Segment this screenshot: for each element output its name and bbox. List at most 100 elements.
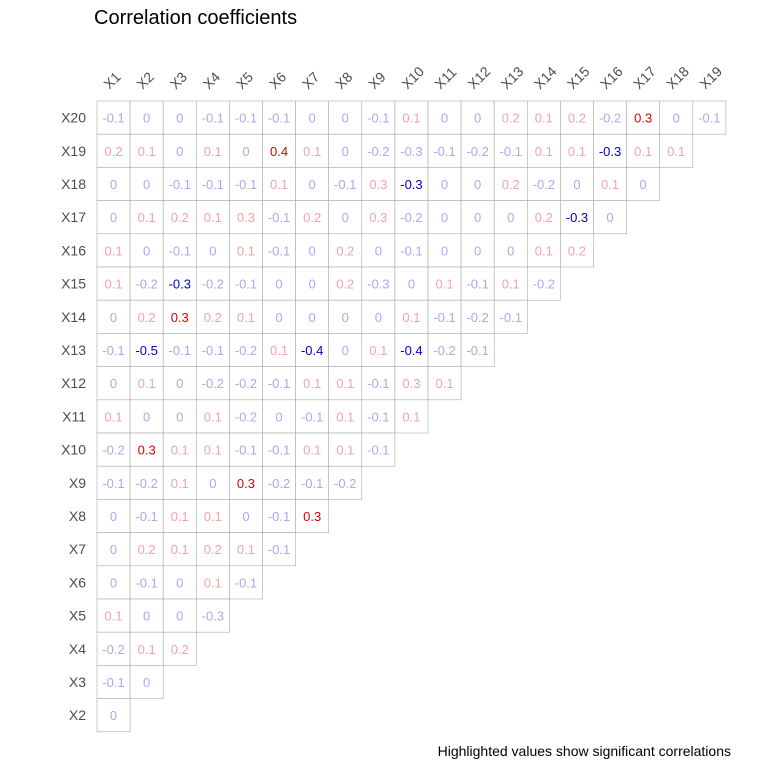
cell-box [295, 465, 330, 500]
cell-x17-x10: -0.2 [394, 200, 429, 235]
cell-x7-x2: 0.2 [129, 532, 164, 567]
value-label: 0 [441, 243, 448, 258]
cell-x18-x6: 0.1 [262, 167, 296, 201]
cell-box [96, 465, 131, 500]
value-label: 0 [573, 177, 580, 192]
cell-box [96, 200, 131, 235]
cell-x20-x11: 0 [427, 100, 462, 135]
value-label: 0 [507, 243, 514, 258]
cell-box [526, 200, 561, 235]
cell-box [394, 167, 429, 201]
value-label: 0 [209, 243, 216, 258]
value-label: 0 [209, 476, 216, 491]
value-label: -0.1 [235, 575, 257, 590]
cell-x10-x8: 0.1 [328, 432, 363, 467]
value-label: 0.2 [138, 310, 156, 325]
cell-box [460, 233, 495, 268]
cell-box [96, 133, 131, 168]
cell-x16-x9: 0 [361, 233, 396, 268]
cell-box [427, 266, 462, 301]
cell-x14-x12: -0.2 [460, 299, 495, 334]
cell-x18-x3: -0.1 [162, 167, 197, 201]
value-label: 0.1 [402, 409, 420, 424]
cell-x20-x5: -0.1 [229, 100, 263, 135]
cell-box [129, 200, 164, 235]
cell-x17-x16: 0 [593, 200, 627, 235]
value-label: 0.1 [303, 443, 321, 458]
cell-box [328, 133, 363, 168]
cell-x19-x9: -0.2 [361, 133, 396, 168]
cell-box [659, 133, 694, 168]
cell-x16-x10: -0.1 [394, 233, 429, 268]
cell-box [328, 399, 363, 434]
value-label: 0 [309, 177, 316, 192]
value-label: -0.2 [135, 476, 157, 491]
cell-x19-x1: 0.2 [96, 133, 131, 168]
significant-value-label: -0.5 [135, 343, 157, 358]
value-label: -0.1 [202, 343, 224, 358]
cell-box [526, 233, 561, 268]
cell-box [560, 200, 594, 235]
cell-x6-x1: 0 [96, 565, 131, 600]
cell-x12-x6: -0.1 [262, 366, 296, 401]
value-label: 0.2 [535, 210, 553, 225]
cell-box [262, 100, 296, 135]
cell-x11-x3: 0 [162, 399, 197, 434]
value-label: 0 [606, 210, 613, 225]
cell-x19-x10: -0.3 [394, 133, 429, 168]
cell-box [162, 133, 197, 168]
cell-box [262, 333, 296, 367]
cell-x4-x1: -0.2 [96, 631, 131, 666]
cell-x11-x7: -0.1 [295, 399, 330, 434]
value-label: 0 [474, 243, 481, 258]
cell-box [328, 366, 363, 401]
value-label: -0.2 [202, 376, 224, 391]
cell-x20-x10: 0.1 [394, 100, 429, 135]
cell-box [526, 266, 561, 301]
cell-box [394, 100, 429, 135]
row-label-x7: X7 [69, 541, 86, 557]
cell-box [162, 333, 197, 367]
cell-x17-x9: 0.3 [361, 200, 396, 235]
row-label-x18: X18 [61, 176, 86, 192]
value-label: -0.1 [268, 376, 290, 391]
value-label: 0 [143, 243, 150, 258]
value-label: 0 [110, 575, 117, 590]
value-label: 0.1 [402, 111, 420, 126]
cell-x11-x9: -0.1 [361, 399, 396, 434]
cell-x6-x5: -0.1 [229, 565, 263, 600]
cell-x9-x8: -0.2 [328, 465, 363, 500]
cell-x5-x1: 0.1 [96, 598, 131, 633]
cell-x10-x6: -0.1 [262, 432, 296, 467]
cell-box [328, 465, 363, 500]
cell-box [129, 499, 164, 533]
column-label-x14: X14 [531, 63, 560, 92]
row-label-x11: X11 [62, 408, 86, 424]
cell-x4-x3: 0.2 [162, 631, 197, 666]
cell-box [427, 333, 462, 367]
value-label: 0.3 [402, 376, 420, 391]
value-label: 0.1 [204, 509, 222, 524]
value-label: -0.3 [400, 144, 422, 159]
cell-x13-x10: -0.4 [394, 333, 429, 367]
cell-x10-x1: -0.2 [96, 432, 131, 467]
cell-x18-x8: -0.1 [328, 167, 363, 201]
cell-box [229, 432, 263, 467]
row-labels: X20 X19 X18 X17 X16 X15 X14 X13 X12 X11 X10 X9 X8 X7 X… [61, 110, 86, 724]
cell-x16-x8: 0.2 [328, 233, 363, 268]
value-label: 0.1 [336, 376, 354, 391]
cell-x11-x1: 0.1 [96, 399, 131, 434]
cell-x20-x3: 0 [162, 100, 197, 135]
cell-x5-x4: -0.3 [196, 598, 230, 633]
value-label: 0 [441, 177, 448, 192]
cell-x20-x13: 0.2 [493, 100, 528, 135]
value-label: -0.2 [235, 343, 257, 358]
value-label: 0.1 [237, 542, 255, 557]
value-label: 0 [507, 210, 514, 225]
cell-x16-x4: 0 [196, 233, 230, 268]
value-label: -0.1 [500, 144, 522, 159]
value-label: 0.1 [436, 277, 454, 292]
value-label: 0.1 [171, 443, 189, 458]
significant-value-label: 0.3 [138, 443, 156, 458]
cell-x14-x10: 0.1 [394, 299, 429, 334]
